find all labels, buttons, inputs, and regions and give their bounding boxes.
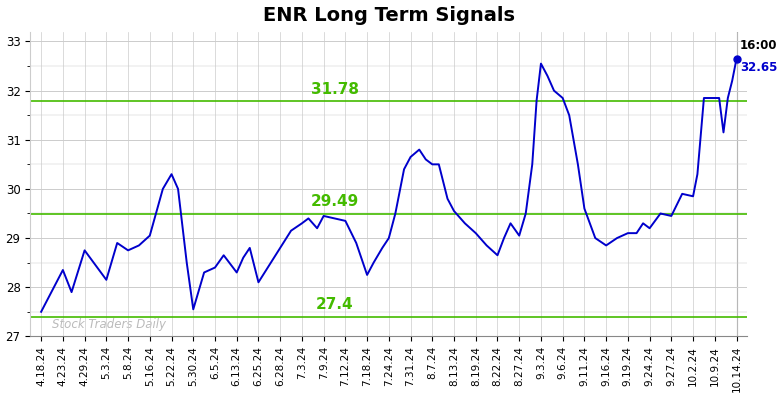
Text: 32.65: 32.65 [740, 61, 777, 74]
Title: ENR Long Term Signals: ENR Long Term Signals [263, 6, 515, 25]
Text: 29.49: 29.49 [310, 194, 358, 209]
Text: Stock Traders Daily: Stock Traders Daily [52, 318, 166, 332]
Text: 16:00: 16:00 [740, 39, 777, 52]
Text: 27.4: 27.4 [316, 297, 354, 312]
Text: 31.78: 31.78 [310, 82, 358, 97]
